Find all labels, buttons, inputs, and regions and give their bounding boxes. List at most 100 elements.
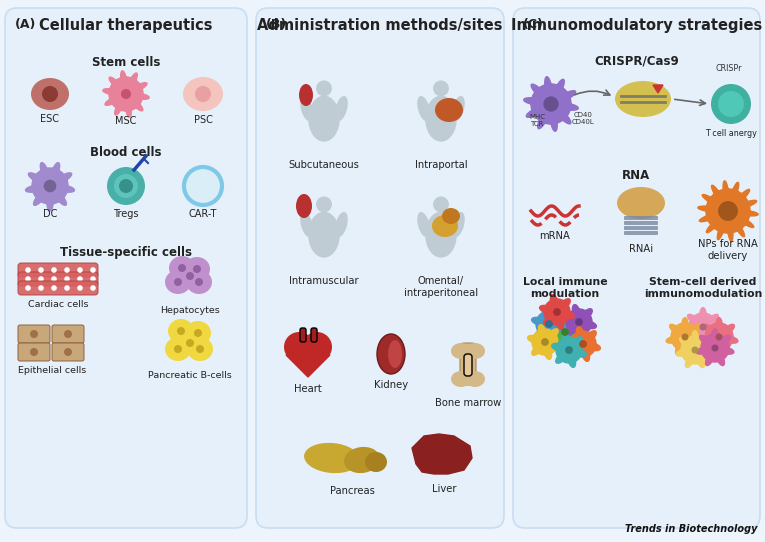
Polygon shape — [532, 307, 566, 341]
Polygon shape — [548, 314, 582, 350]
Circle shape — [64, 330, 72, 338]
Ellipse shape — [304, 443, 360, 473]
Circle shape — [302, 332, 332, 362]
Ellipse shape — [377, 334, 405, 374]
Polygon shape — [412, 434, 472, 474]
Text: Heart: Heart — [294, 384, 322, 394]
FancyBboxPatch shape — [52, 343, 84, 361]
Circle shape — [77, 285, 83, 291]
Text: NPs for RNA
delivery: NPs for RNA delivery — [698, 239, 758, 261]
FancyBboxPatch shape — [624, 221, 658, 225]
Circle shape — [561, 328, 569, 336]
Ellipse shape — [335, 212, 348, 237]
Text: DC: DC — [43, 209, 57, 219]
Polygon shape — [103, 71, 149, 117]
Text: (C): (C) — [523, 18, 544, 31]
Ellipse shape — [452, 212, 465, 237]
FancyBboxPatch shape — [624, 231, 658, 235]
FancyBboxPatch shape — [300, 328, 306, 342]
Ellipse shape — [465, 371, 485, 387]
FancyBboxPatch shape — [513, 8, 760, 528]
Ellipse shape — [432, 215, 458, 237]
Ellipse shape — [308, 211, 340, 257]
Ellipse shape — [168, 319, 194, 343]
Text: Bone marrow: Bone marrow — [435, 398, 501, 408]
Ellipse shape — [165, 337, 191, 361]
Text: Epithelial cells: Epithelial cells — [18, 366, 86, 375]
Ellipse shape — [187, 337, 213, 361]
Ellipse shape — [425, 95, 457, 141]
Text: Blood cells: Blood cells — [90, 146, 161, 159]
FancyBboxPatch shape — [18, 263, 98, 277]
Circle shape — [682, 333, 688, 340]
Circle shape — [433, 197, 449, 212]
Circle shape — [718, 201, 738, 221]
Text: CRISPR/Cas9: CRISPR/Cas9 — [594, 54, 679, 67]
Text: Administration methods/sites: Administration methods/sites — [257, 18, 503, 33]
Circle shape — [38, 276, 44, 282]
Polygon shape — [653, 85, 663, 93]
FancyBboxPatch shape — [18, 272, 98, 286]
Circle shape — [433, 80, 449, 96]
Circle shape — [699, 324, 707, 331]
Polygon shape — [676, 331, 714, 367]
Polygon shape — [286, 355, 330, 377]
Text: RNAi: RNAi — [629, 244, 653, 254]
Ellipse shape — [31, 78, 69, 110]
Polygon shape — [524, 77, 578, 131]
FancyBboxPatch shape — [256, 8, 504, 528]
Circle shape — [284, 332, 314, 362]
Ellipse shape — [615, 81, 671, 117]
Circle shape — [51, 276, 57, 282]
Ellipse shape — [451, 343, 471, 359]
Circle shape — [90, 285, 96, 291]
Ellipse shape — [165, 270, 191, 294]
Circle shape — [186, 272, 194, 280]
Circle shape — [64, 285, 70, 291]
Circle shape — [30, 330, 38, 338]
Ellipse shape — [435, 98, 463, 122]
Circle shape — [195, 86, 211, 102]
Circle shape — [77, 276, 83, 282]
Text: mRNA: mRNA — [539, 231, 571, 241]
Text: ESC: ESC — [41, 114, 60, 124]
Text: Cellular therapeutics: Cellular therapeutics — [39, 18, 213, 33]
Text: Trends in Biotechnology: Trends in Biotechnology — [626, 524, 758, 534]
Ellipse shape — [451, 371, 471, 387]
Circle shape — [114, 174, 138, 198]
Circle shape — [38, 285, 44, 291]
Circle shape — [174, 345, 182, 353]
Circle shape — [575, 318, 583, 326]
Text: (A): (A) — [15, 18, 37, 31]
FancyBboxPatch shape — [5, 8, 247, 528]
Circle shape — [77, 267, 83, 273]
Text: CRISPr: CRISPr — [715, 64, 742, 73]
Circle shape — [38, 267, 44, 273]
FancyBboxPatch shape — [464, 354, 472, 376]
Circle shape — [316, 80, 332, 96]
Ellipse shape — [425, 211, 457, 257]
Circle shape — [692, 346, 698, 353]
Polygon shape — [552, 333, 587, 367]
Ellipse shape — [299, 84, 313, 106]
Circle shape — [51, 285, 57, 291]
Circle shape — [64, 276, 70, 282]
Text: Intramuscular: Intramuscular — [289, 276, 359, 286]
FancyBboxPatch shape — [624, 216, 658, 220]
Polygon shape — [539, 295, 575, 330]
Polygon shape — [565, 327, 601, 362]
Ellipse shape — [300, 96, 313, 121]
Text: Cardiac cells: Cardiac cells — [28, 300, 88, 309]
Circle shape — [44, 180, 57, 192]
Circle shape — [64, 348, 72, 356]
Circle shape — [711, 84, 751, 124]
Text: Tregs: Tregs — [113, 209, 138, 219]
Ellipse shape — [465, 343, 485, 359]
Text: Immunomodulatory strategies: Immunomodulatory strategies — [511, 18, 762, 33]
Ellipse shape — [184, 257, 210, 281]
Text: Omental/
intraperitoneal: Omental/ intraperitoneal — [404, 276, 478, 298]
Ellipse shape — [452, 96, 465, 121]
Circle shape — [715, 333, 722, 340]
Ellipse shape — [365, 452, 387, 472]
Text: CD40: CD40 — [574, 112, 592, 118]
